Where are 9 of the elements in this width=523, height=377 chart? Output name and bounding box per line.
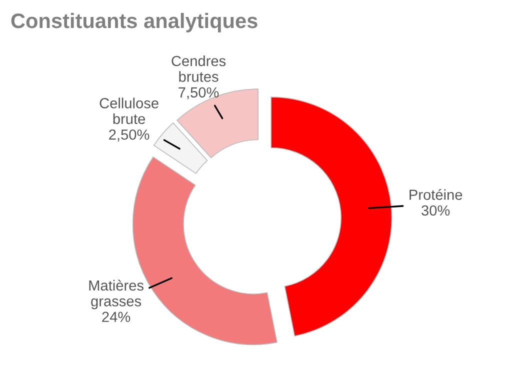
data-label: 24% bbox=[102, 312, 130, 322]
slice-label: Protéine bbox=[410, 189, 462, 200]
data-label: 2,50% bbox=[109, 129, 150, 142]
data-label: 7,50% bbox=[178, 87, 219, 100]
chart-title: Constituants analytiques bbox=[11, 12, 258, 32]
data-label: 30% bbox=[422, 205, 450, 216]
slice-label: Cendres brutes bbox=[172, 55, 226, 82]
slice-label: Cellulose brute bbox=[100, 98, 158, 124]
slice-label: Matières grasses bbox=[89, 280, 144, 310]
